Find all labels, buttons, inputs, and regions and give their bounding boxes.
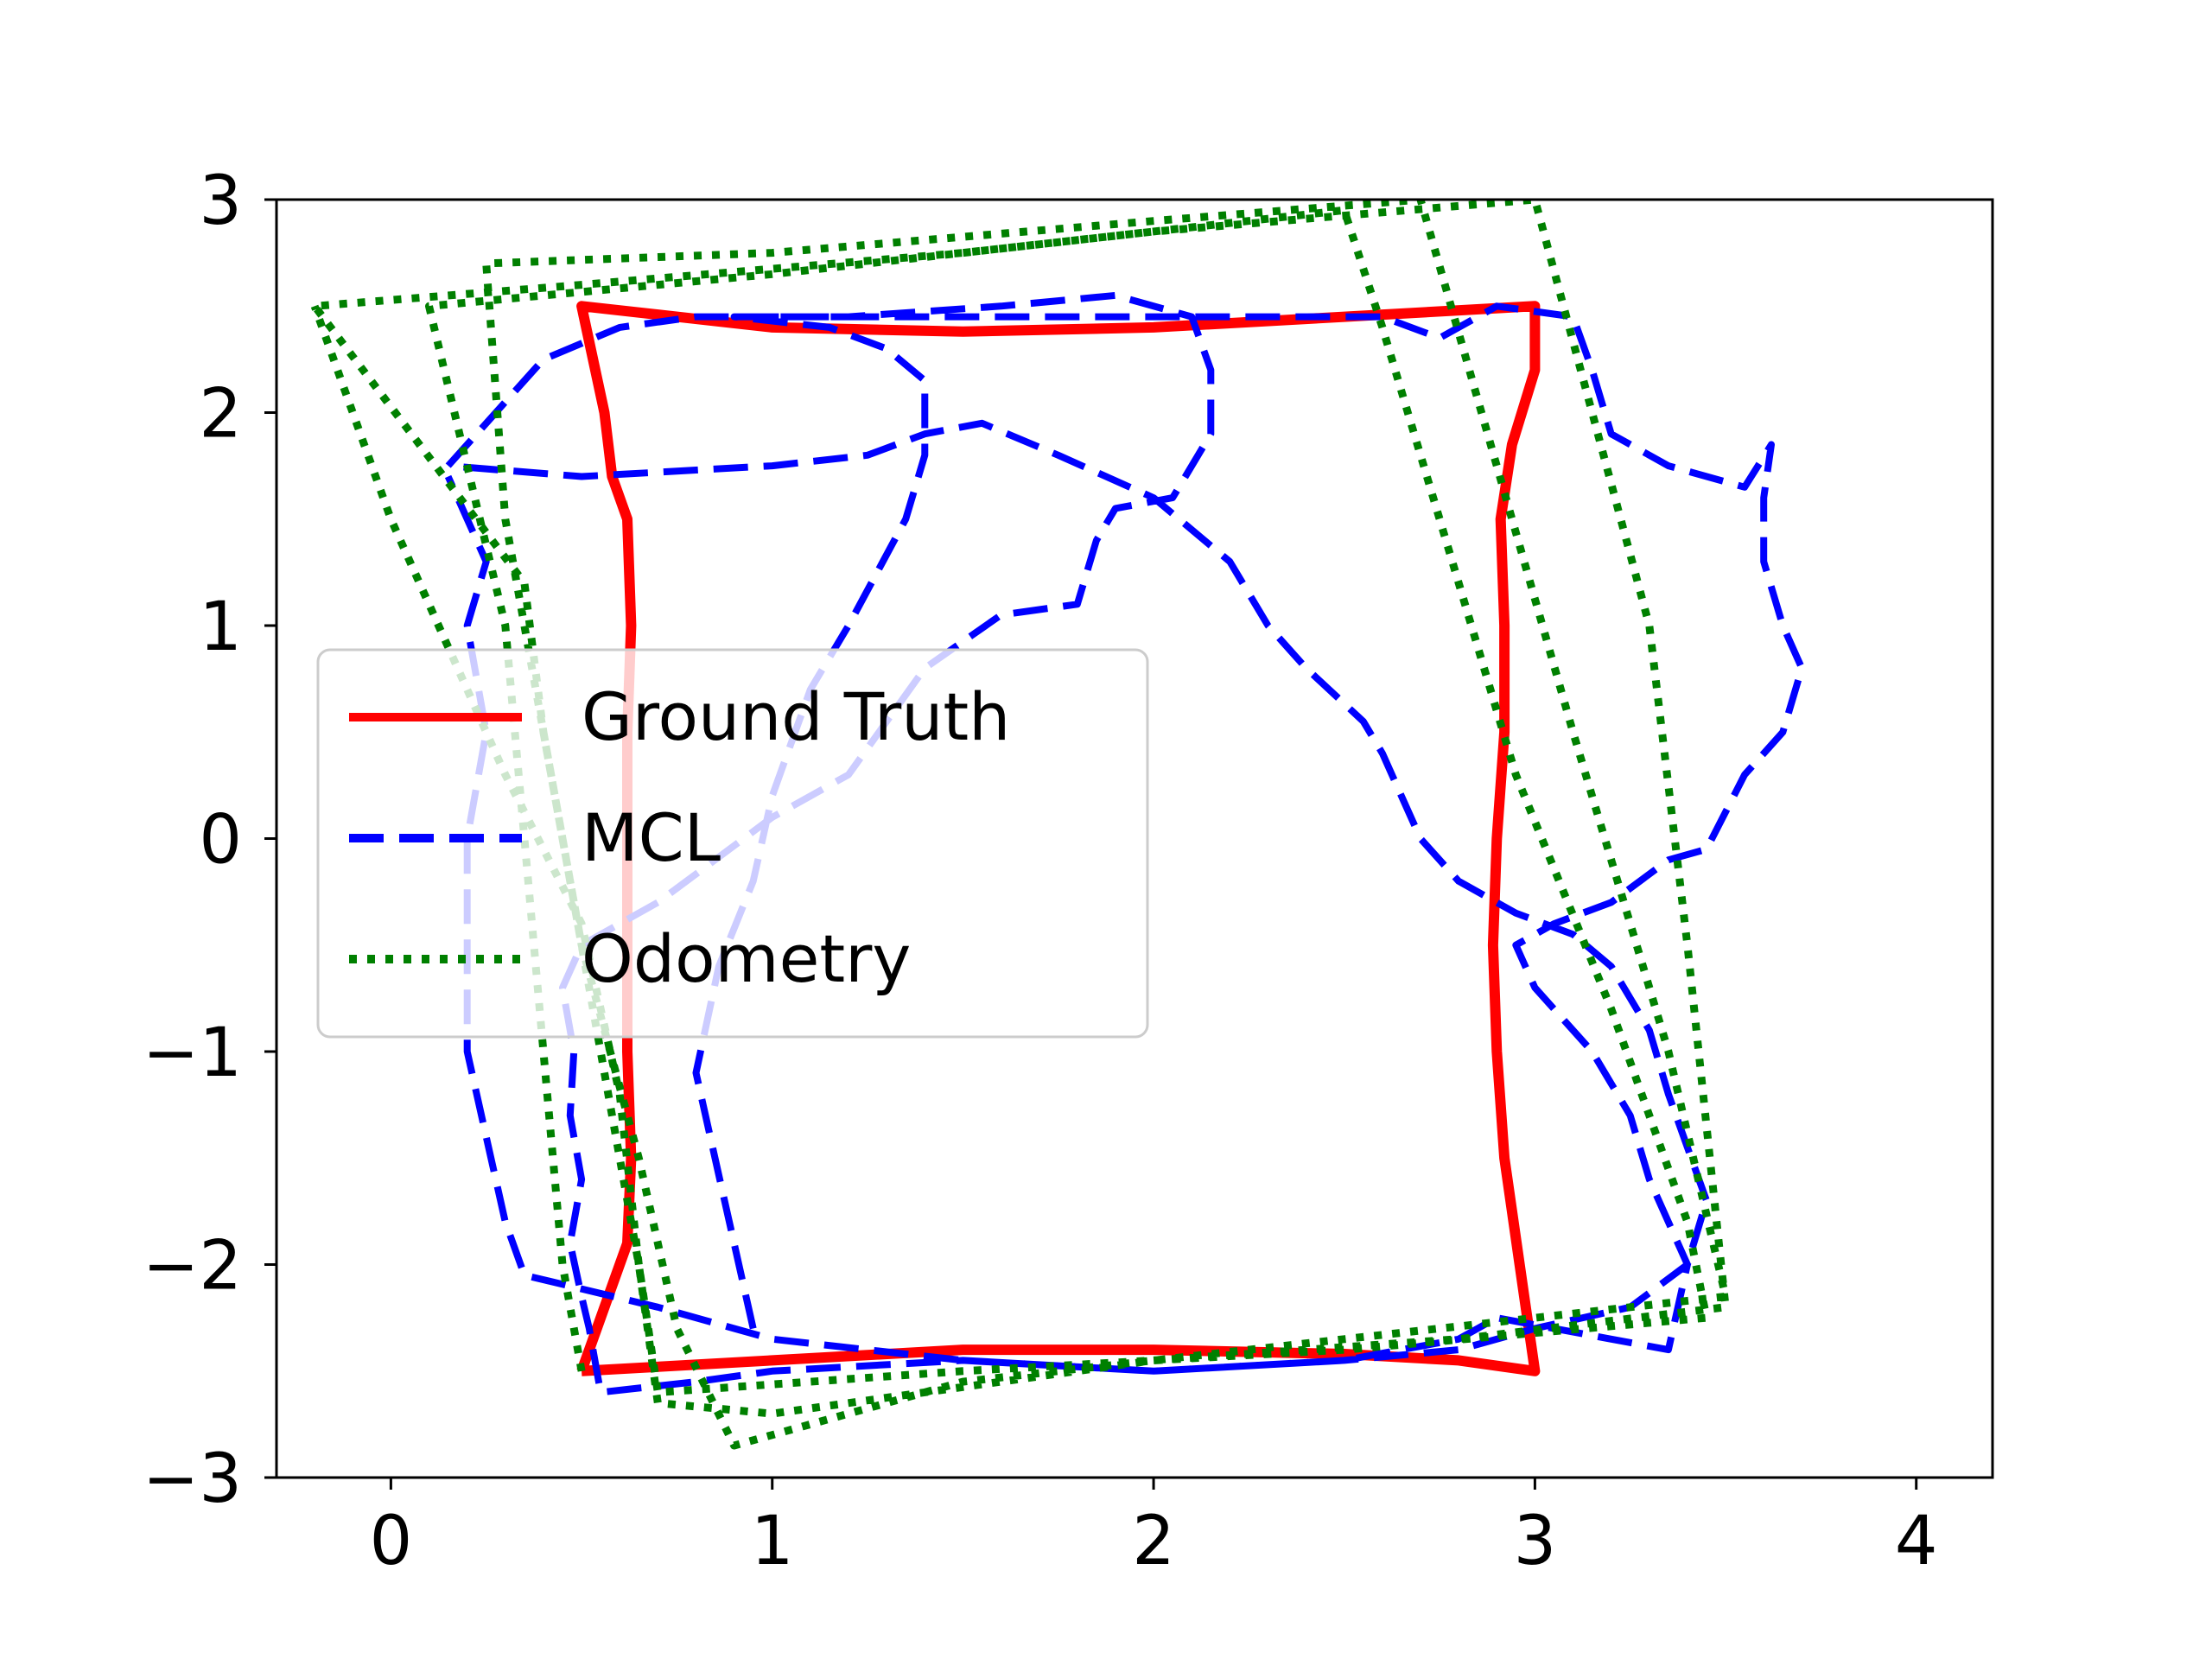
y-tick-label: 1 (199, 588, 242, 666)
series-line-odometry (310, 200, 1730, 1450)
legend-label-odometry: Odometry (582, 920, 911, 997)
y-tick-label: −2 (143, 1228, 242, 1306)
x-tick-label: 1 (751, 1503, 794, 1580)
series-line-mcl (444, 291, 1806, 1396)
y-tick-label: 3 (199, 162, 242, 240)
x-tick-label: 4 (1895, 1503, 1938, 1580)
y-tick-label: −3 (143, 1440, 242, 1518)
y-tick-label: 0 (199, 802, 242, 880)
legend: Ground Truth MCL Odometry (316, 648, 1149, 1039)
y-tick-label: 2 (199, 376, 242, 454)
legend-label-mcl: MCL (582, 799, 721, 876)
x-tick-label: 0 (370, 1503, 413, 1580)
axis-layer: 0 1 2 3 4 3 2 1 0 −1 −2 −3 (143, 162, 1938, 1580)
x-tick-label: 2 (1132, 1503, 1175, 1580)
y-tick-label: −1 (143, 1014, 242, 1092)
x-tick-label: 3 (1514, 1503, 1557, 1580)
legend-frame (316, 648, 1149, 1039)
legend-label-ground-truth: Ground Truth (582, 678, 1010, 755)
